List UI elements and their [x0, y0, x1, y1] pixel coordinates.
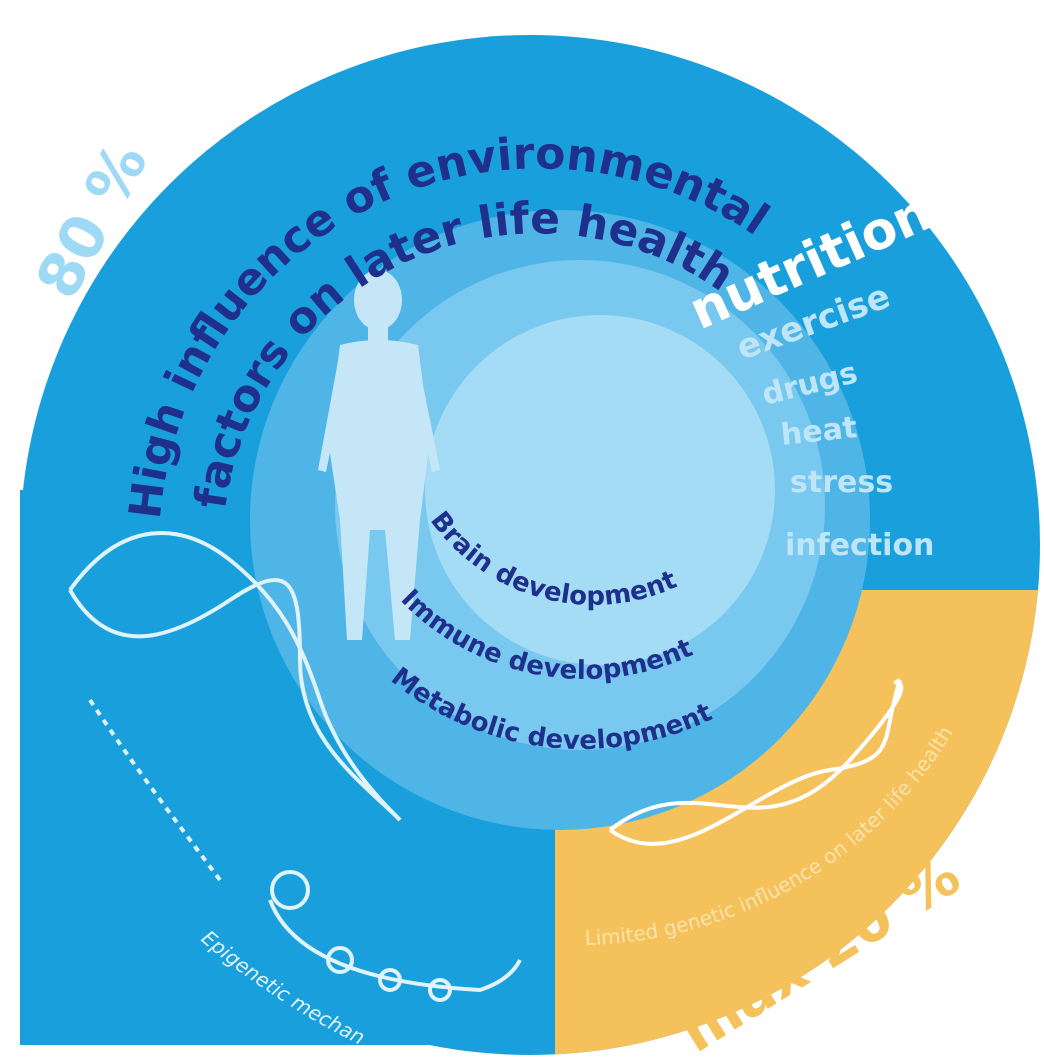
factor: stress	[790, 465, 893, 500]
core-circle	[425, 315, 775, 665]
factor: infection	[785, 528, 934, 563]
infographic: High influence of environmental factors …	[0, 0, 1044, 1062]
